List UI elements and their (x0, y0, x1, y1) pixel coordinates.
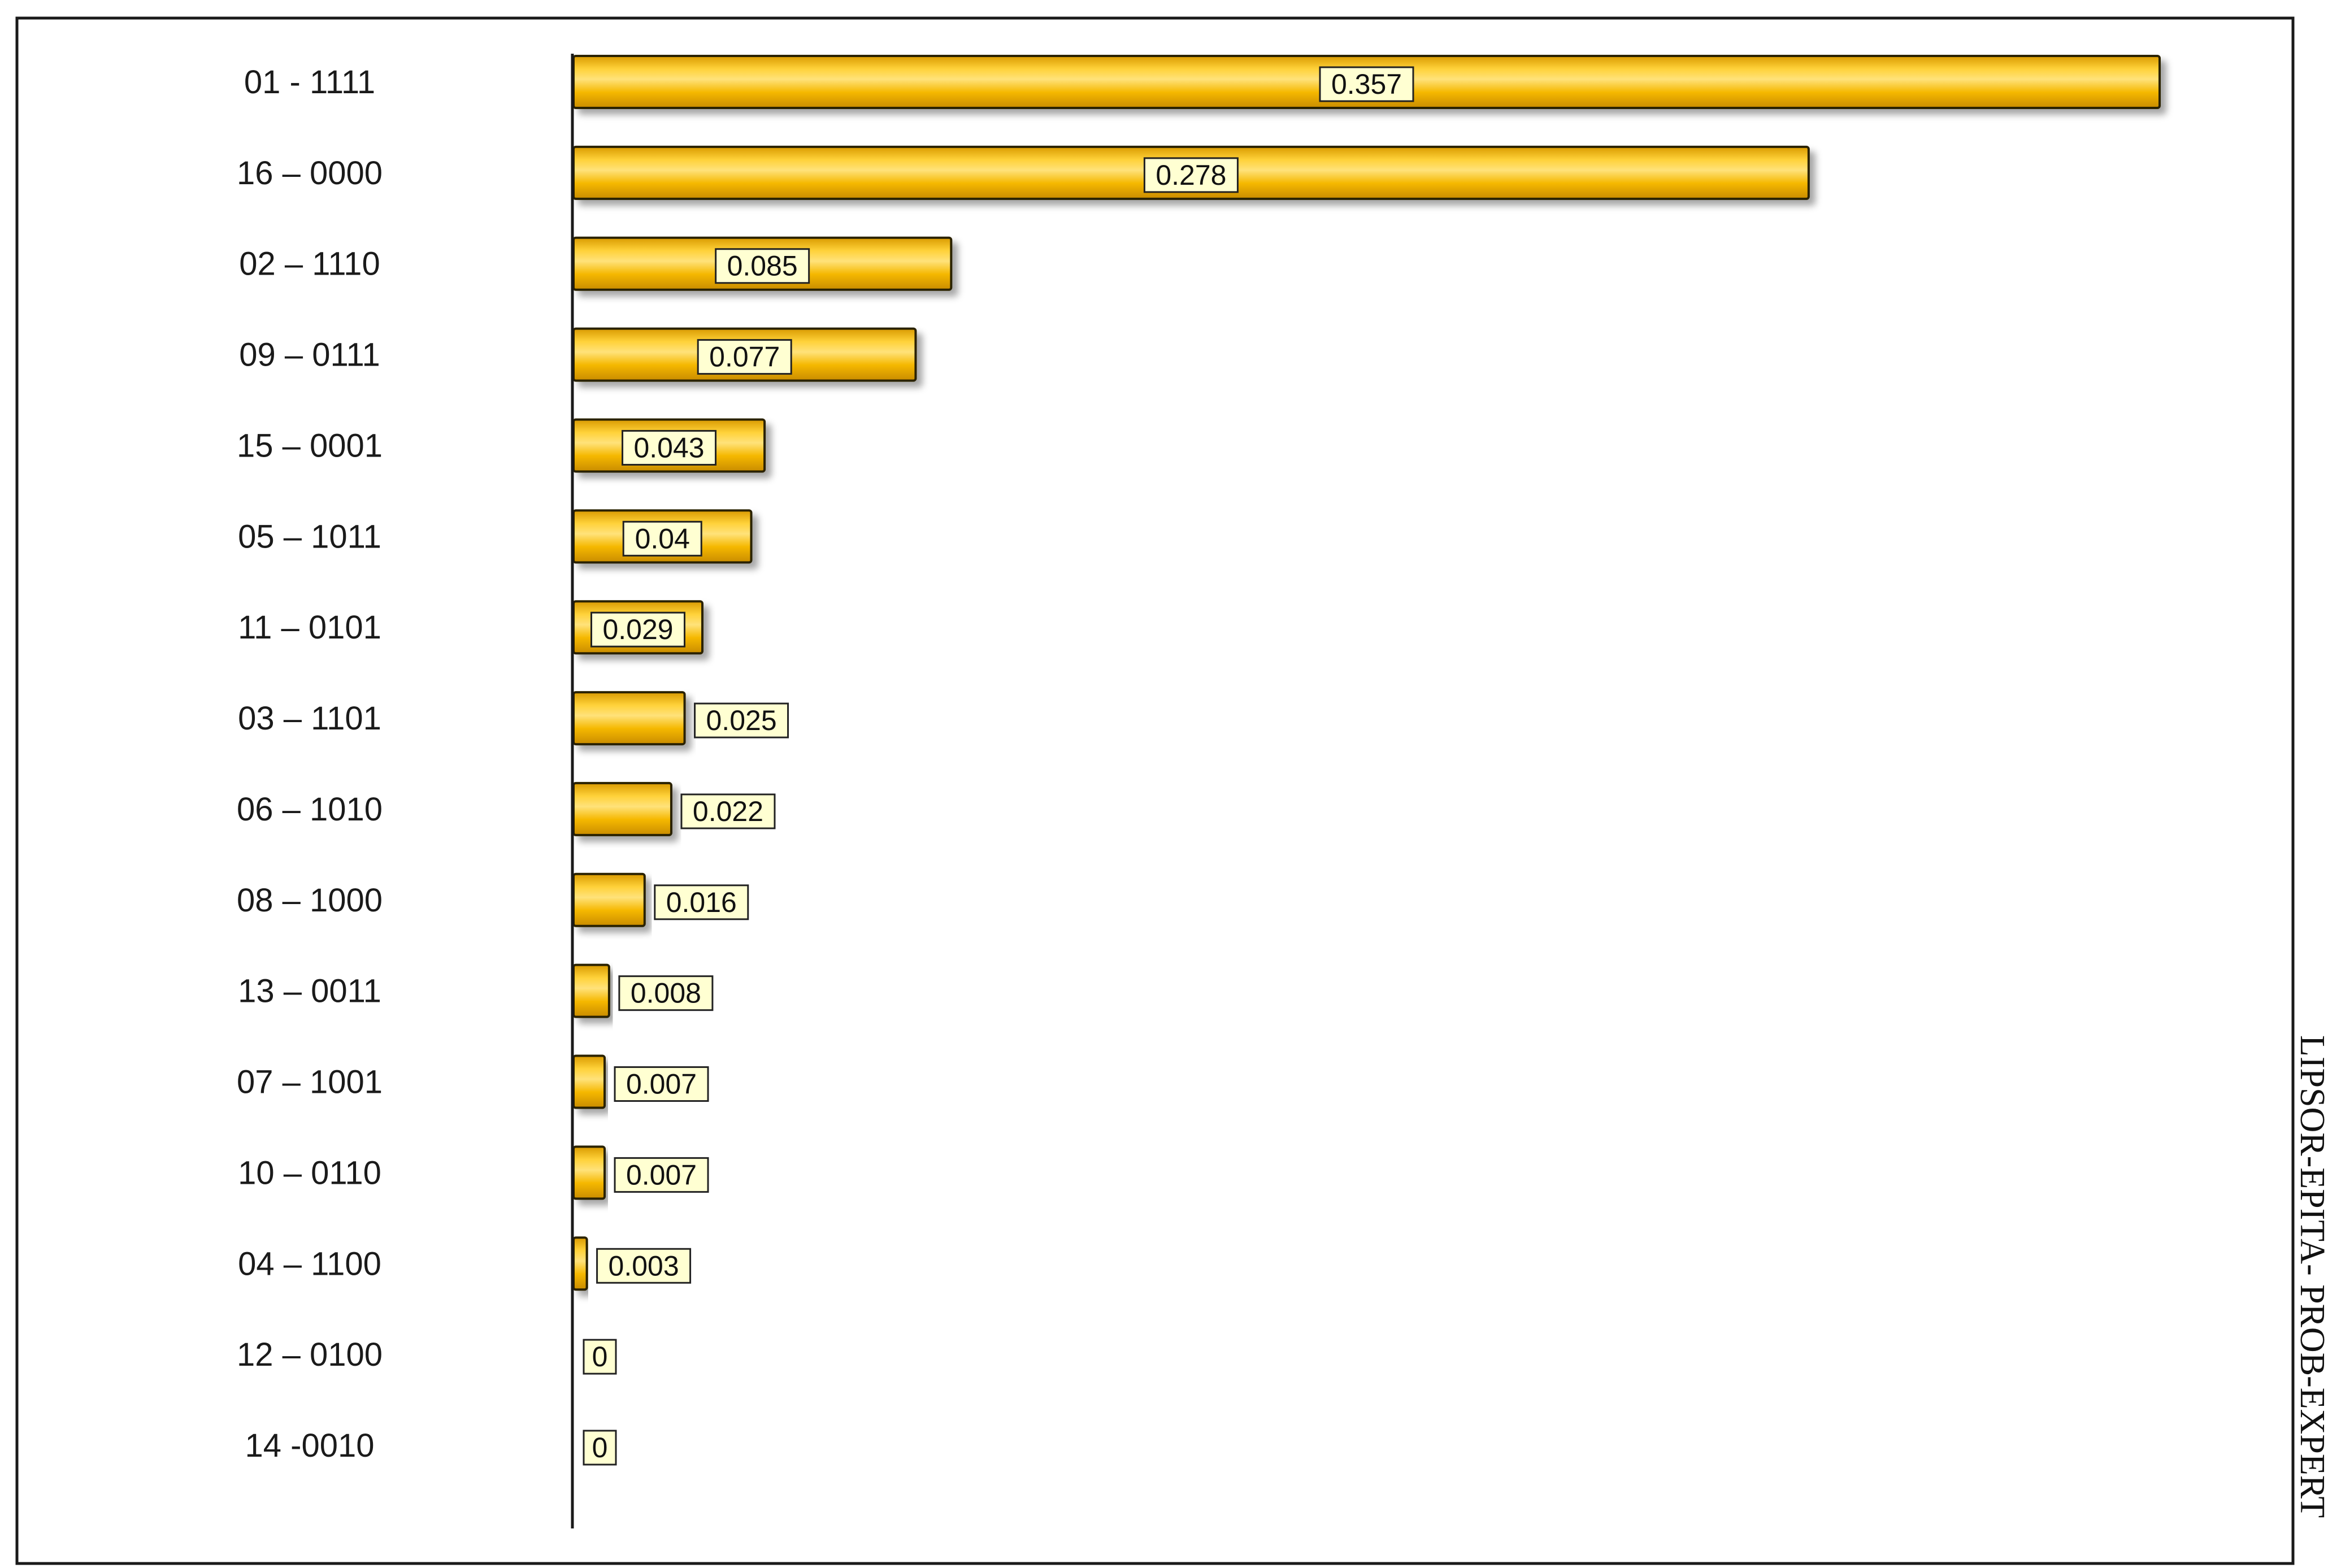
value-label: 0.043 (633, 432, 704, 463)
value-label: 0.003 (609, 1250, 679, 1282)
value-label-box (596, 1248, 692, 1284)
value-label: 0.008 (631, 978, 701, 1009)
value-label: 0 (592, 1341, 608, 1372)
value-label-box (697, 339, 792, 375)
value-label-box (622, 520, 702, 557)
value-label: 0.029 (602, 614, 673, 645)
watermark-label: LIPSOR-EPITA- PROB-EXPERT (2293, 1035, 2331, 1518)
value-label: 0.085 (727, 250, 798, 282)
value-label-box (1143, 157, 1239, 193)
value-label: 0.357 (1331, 68, 1402, 100)
category-label: 14 -0010 (245, 1427, 375, 1464)
category-label: 10 – 0110 (238, 1154, 381, 1191)
value-label: 0.007 (626, 1069, 697, 1100)
value-label-box (680, 793, 776, 829)
value-label: 0.04 (635, 523, 690, 554)
value-label-box (614, 1066, 709, 1102)
category-label: 05 – 1011 (238, 518, 381, 555)
bar (572, 1054, 606, 1109)
value-label-box (590, 611, 686, 648)
value-label-box (583, 1430, 617, 1466)
value-label-box (618, 975, 714, 1011)
value-label-box (622, 429, 717, 466)
value-label-box (715, 248, 810, 284)
chart-frame (15, 16, 2295, 1565)
category-label: 13 – 0011 (238, 973, 381, 1010)
category-label: 02 – 1110 (239, 246, 380, 283)
value-label-box (654, 884, 749, 920)
bar (572, 1145, 606, 1200)
value-label-box (614, 1157, 709, 1193)
value-label: 0.022 (693, 796, 763, 827)
category-label: 04 – 1100 (238, 1245, 381, 1282)
labels-layer: 01 - 1111 0.357 16 – 0000 0.278 02 – 1110 0.0… (237, 64, 1414, 1466)
bar (572, 781, 672, 836)
category-label: 01 - 1111 (244, 64, 375, 101)
category-label: 16 – 0000 (237, 155, 383, 192)
category-label: 08 – 1000 (237, 882, 383, 919)
value-label: 0.007 (626, 1159, 697, 1191)
value-label: 0.025 (706, 705, 777, 736)
value-label-box (1319, 66, 1414, 102)
value-label: 0.278 (1156, 159, 1226, 191)
bar (572, 1236, 588, 1291)
value-label-box (694, 702, 789, 739)
value-label: 0.077 (709, 341, 780, 373)
category-label: 12 – 0100 (237, 1336, 383, 1373)
category-label: 15 – 0001 (237, 427, 383, 464)
category-label: 07 – 1001 (237, 1064, 383, 1101)
bar (572, 691, 686, 746)
value-label: 0.016 (666, 887, 737, 918)
category-label: 03 – 1101 (238, 700, 381, 737)
bar (572, 963, 610, 1018)
category-label: 11 – 0101 (238, 609, 381, 646)
bar (572, 872, 646, 927)
category-label: 06 – 1010 (237, 791, 383, 828)
value-label-box (583, 1339, 617, 1375)
value-label: 0 (592, 1432, 608, 1463)
category-label: 09 – 0111 (239, 337, 380, 373)
